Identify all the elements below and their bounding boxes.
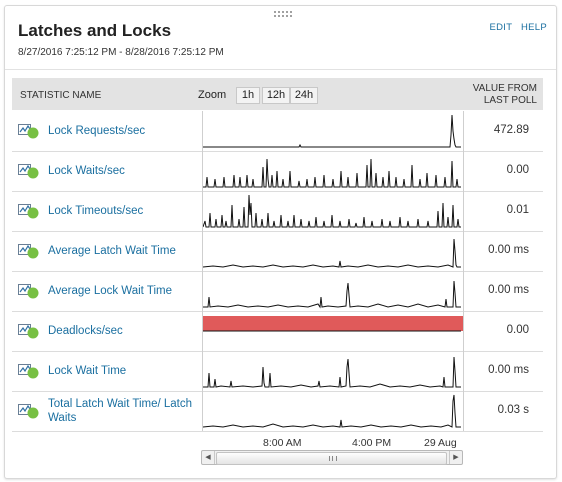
statistic-link[interactable]: Lock Requests/sec	[48, 125, 146, 137]
sparkline-chart[interactable]	[202, 151, 464, 191]
statistic-row: Average Latch Wait Time 0.00 ms	[12, 231, 543, 272]
time-axis-label: 4:00 PM	[352, 437, 392, 449]
chart-status-icon[interactable]	[18, 163, 40, 179]
sparkline-svg	[203, 114, 461, 148]
line-chart-icon	[18, 204, 39, 219]
value-header-line1: VALUE FROM	[472, 83, 537, 94]
statistic-row: Total Latch Wait Time/ Latch Waits 0.03 s	[12, 391, 543, 432]
line-chart-icon	[18, 124, 39, 139]
drag-handle[interactable]	[273, 10, 293, 18]
sparkline-line	[203, 158, 461, 188]
sparkline-line	[203, 114, 461, 148]
line-chart-icon	[18, 284, 39, 299]
sparkline-line	[202, 238, 461, 268]
scroll-thumb[interactable]	[216, 452, 447, 465]
grip-icon	[329, 456, 337, 461]
line-chart-icon	[18, 164, 39, 179]
column-statistic-name: STATISTIC NAME	[20, 90, 102, 101]
sparkline-chart[interactable]	[202, 111, 464, 151]
statistic-link[interactable]: Average Latch Wait Time	[48, 245, 176, 257]
scroll-right-arrow-icon[interactable]: ▶	[449, 451, 462, 464]
sparkline-chart[interactable]	[202, 231, 464, 271]
sparkline-line	[203, 280, 461, 309]
line-chart-icon	[18, 244, 39, 259]
statistic-link[interactable]: Lock Waits/sec	[48, 165, 125, 177]
sparkline-line	[203, 356, 461, 388]
sparkline-svg	[203, 356, 461, 388]
widget-title: Latches and Locks	[18, 21, 172, 40]
sparkline-chart[interactable]	[202, 191, 464, 231]
header-links: EDIT HELP	[483, 22, 547, 33]
zoom-1h-button[interactable]: 1h	[236, 87, 260, 104]
statistic-value: 472.89	[493, 124, 529, 136]
sparkline-chart[interactable]	[202, 271, 464, 311]
table-header: STATISTIC NAME Zoom 1h 12h 24h VALUE FRO…	[12, 78, 543, 110]
sparkline-svg	[202, 394, 461, 428]
statistic-link[interactable]: Average Lock Wait Time	[48, 285, 172, 297]
statistic-link[interactable]: Lock Timeouts/sec	[48, 205, 144, 217]
statistic-row: Deadlocks/sec 0.00	[12, 311, 543, 352]
statistic-value: 0.00 ms	[488, 244, 529, 256]
sparkline-svg	[202, 238, 461, 268]
statistic-row: Lock Timeouts/sec 0.01	[12, 191, 543, 232]
statistic-value: 0.03 s	[497, 404, 529, 416]
sparkline-svg	[203, 316, 463, 332]
sparkline-svg	[203, 158, 461, 188]
column-value-from-last-poll: VALUE FROM LAST POLL	[473, 83, 537, 107]
sparkline-chart[interactable]	[202, 391, 464, 431]
zoom-label: Zoom	[198, 89, 227, 101]
sparkline-chart[interactable]	[202, 351, 464, 391]
chart-status-icon[interactable]	[18, 123, 40, 139]
zoom-12h-button[interactable]: 12h	[262, 87, 290, 104]
statistic-row: Lock Wait Time 0.00 ms	[12, 351, 543, 392]
statistic-row: Lock Requests/sec 472.89	[12, 111, 543, 152]
edit-link[interactable]: EDIT	[489, 22, 513, 33]
line-chart-icon	[18, 364, 39, 379]
time-range-scrollbar[interactable]: ◀ ▶	[201, 450, 463, 465]
zoom-24h-button[interactable]: 24h	[290, 87, 318, 104]
chart-status-icon[interactable]	[18, 203, 40, 219]
help-link[interactable]: HELP	[520, 22, 547, 33]
statistic-value: 0.00	[506, 164, 529, 176]
sparkline-line	[202, 394, 461, 428]
scroll-left-arrow-icon[interactable]: ◀	[202, 451, 215, 464]
sparkline-chart[interactable]	[202, 311, 464, 351]
statistic-link[interactable]: Deadlocks/sec	[48, 325, 123, 337]
statistic-link[interactable]: Total Latch Wait Time/ Latch Waits	[48, 398, 193, 424]
line-chart-icon	[18, 404, 39, 419]
statistic-row: Average Lock Wait Time 0.00 ms	[12, 271, 543, 312]
sparkline-svg	[203, 280, 461, 309]
statistic-value: 0.00 ms	[488, 364, 529, 376]
chart-status-icon[interactable]	[18, 243, 40, 259]
chart-status-icon[interactable]	[18, 403, 40, 419]
statistic-value: 0.00	[506, 324, 529, 336]
time-axis-label: 8:00 AM	[263, 437, 302, 449]
sparkline-line	[202, 194, 461, 228]
statistic-value: 0.00 ms	[488, 284, 529, 296]
chart-status-icon[interactable]	[18, 363, 40, 379]
sparkline-svg	[202, 194, 461, 228]
time-axis-label: 29 Aug	[424, 437, 457, 449]
header-divider	[5, 69, 556, 70]
deadlock-band	[203, 316, 463, 331]
chart-status-icon[interactable]	[18, 283, 40, 299]
value-header-line2: LAST POLL	[483, 95, 537, 106]
statistic-value: 0.01	[506, 204, 529, 216]
statistic-row: Lock Waits/sec 0.00	[12, 151, 543, 192]
statistic-link[interactable]: Lock Wait Time	[48, 365, 127, 377]
chart-status-icon[interactable]	[18, 323, 40, 339]
line-chart-icon	[18, 324, 39, 339]
date-range: 8/27/2016 7:25:12 PM - 8/28/2016 7:25:12…	[18, 47, 224, 58]
